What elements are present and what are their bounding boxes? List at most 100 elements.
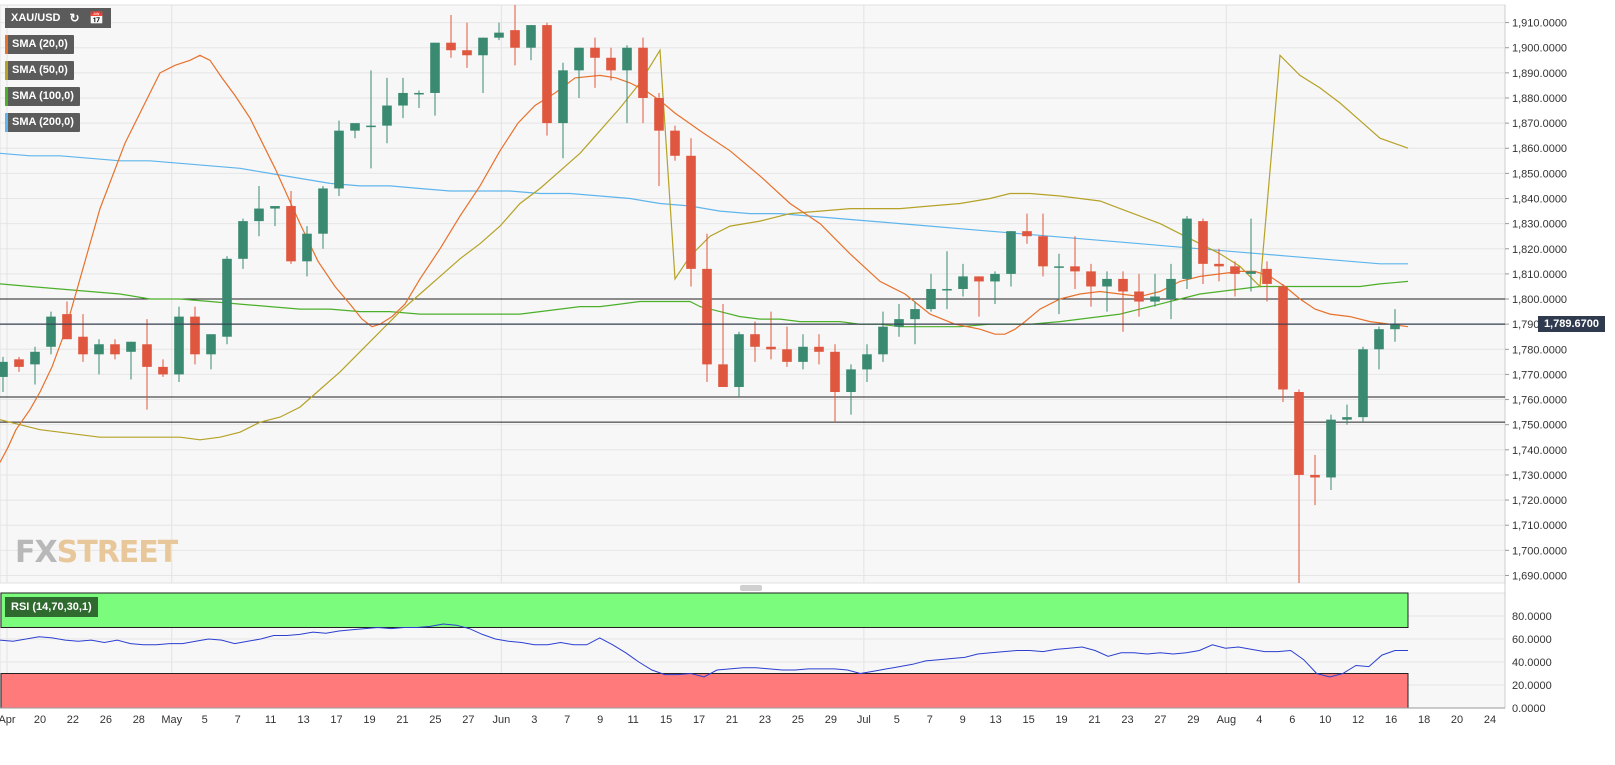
candle-body: [398, 92, 408, 106]
x-tick-label: 9: [597, 714, 603, 726]
current-price-tag: 1,789.6700: [1537, 316, 1605, 333]
main-y-tick-label: 1,900.0000: [1512, 43, 1567, 55]
x-tick-label: 9: [960, 714, 966, 726]
candle-body: [750, 334, 760, 347]
main-y-tick-label: 1,910.0000: [1512, 18, 1567, 30]
candle-body: [686, 155, 696, 269]
legend-sma-100[interactable]: SMA (100,0): [5, 87, 80, 106]
candle-body: [78, 336, 88, 355]
candle-body: [1342, 417, 1352, 420]
refresh-icon[interactable]: ↻: [69, 11, 80, 25]
main-y-tick-label: 1,870.0000: [1512, 118, 1567, 130]
x-tick-label: 15: [660, 714, 672, 726]
x-tick-label: 4: [1256, 714, 1262, 726]
x-tick-label: 19: [1055, 714, 1067, 726]
candle-body: [1086, 271, 1096, 287]
candle-body: [158, 366, 168, 375]
main-y-tick-label: 1,890.0000: [1512, 68, 1567, 80]
candle-body: [30, 351, 40, 365]
candle-body: [574, 47, 584, 71]
legend-sma-20[interactable]: SMA (20,0): [5, 35, 74, 54]
candle-body: [718, 364, 728, 387]
legend-sma-200[interactable]: SMA (200,0): [5, 113, 80, 132]
main-y-tick-label: 1,810.0000: [1512, 269, 1567, 281]
main-y-tick-label: 1,750.0000: [1512, 420, 1567, 432]
main-y-tick-label: 1,820.0000: [1512, 244, 1567, 256]
candle-body: [1102, 278, 1112, 287]
x-tick-label: 23: [759, 714, 771, 726]
candle-body: [734, 334, 744, 387]
legend-sma-20-label: SMA (20,0): [12, 38, 68, 50]
main-y-tick-label: 1,860.0000: [1512, 143, 1567, 155]
candle-body: [638, 47, 648, 98]
legend-sma-50[interactable]: SMA (50,0): [5, 61, 74, 80]
sma-100-line: [0, 280, 1409, 328]
candle-body: [222, 258, 232, 337]
candle-body: [62, 314, 72, 340]
x-tick-label: Jun: [492, 714, 510, 726]
x-tick-label: 7: [927, 714, 933, 726]
x-tick-label: 23: [1121, 714, 1133, 726]
candle-body: [510, 30, 520, 48]
candle-body: [1310, 474, 1320, 478]
x-tick-label: 16: [1385, 714, 1397, 726]
candle-body: [0, 361, 8, 377]
x-tick-label: 27: [1154, 714, 1166, 726]
main-y-tick-label: 1,770.0000: [1512, 369, 1567, 381]
x-tick-label: 25: [792, 714, 804, 726]
x-tick-label: 17: [693, 714, 705, 726]
candle-body: [1070, 266, 1080, 272]
candle-body: [238, 221, 248, 259]
candle-body: [494, 32, 504, 38]
candle-body: [958, 276, 968, 289]
x-tick-label: 7: [564, 714, 570, 726]
candle-body: [382, 105, 392, 126]
rsi-y-tick-label: 0.0000: [1512, 703, 1546, 715]
candle-body: [974, 276, 984, 282]
candle-body: [446, 42, 456, 51]
candle-body: [1230, 266, 1240, 274]
candle-body: [1390, 324, 1400, 330]
x-tick-label: 28: [133, 714, 145, 726]
main-y-tick-label: 1,690.0000: [1512, 570, 1567, 582]
candle-body: [830, 351, 840, 393]
rsi-legend[interactable]: RSI (14,70,30,1): [5, 597, 98, 617]
x-tick-label: Apr: [0, 714, 16, 726]
x-tick-label: 21: [726, 714, 738, 726]
x-tick-label: 10: [1319, 714, 1331, 726]
x-tick-label: 20: [1451, 714, 1463, 726]
candle-body: [206, 334, 216, 355]
legend-sma-50-label: SMA (50,0): [12, 64, 68, 76]
candle-body: [1358, 349, 1368, 418]
main-y-tick-label: 1,710.0000: [1512, 520, 1567, 532]
main-y-tick-label: 1,850.0000: [1512, 168, 1567, 180]
main-y-tick-label: 1,740.0000: [1512, 445, 1567, 457]
candle-body: [606, 57, 616, 71]
x-tick-label: 18: [1418, 714, 1430, 726]
x-tick-label: 11: [265, 714, 276, 726]
main-y-tick-label: 1,880.0000: [1512, 93, 1567, 105]
candle-body: [862, 354, 872, 370]
candle-body: [1294, 392, 1304, 475]
candle-body: [1118, 278, 1128, 292]
candle-body: [1326, 419, 1336, 478]
x-tick-label: 11: [627, 714, 638, 726]
x-tick-label: Aug: [1217, 714, 1237, 726]
rsi-line: [0, 623, 1408, 678]
rsi-oversold-band: [0, 673, 1409, 709]
x-tick-label: 21: [1088, 714, 1100, 726]
candle-body: [14, 359, 24, 367]
pane-splitter-handle[interactable]: [740, 585, 762, 591]
candle-body: [1150, 296, 1160, 302]
calendar-icon[interactable]: 📅: [89, 11, 104, 25]
x-tick-label: 13: [297, 714, 309, 726]
candle-body: [286, 206, 296, 262]
candle-body: [1246, 271, 1256, 274]
main-plot-area: [0, 4, 1506, 584]
main-y-tick-label: 1,700.0000: [1512, 545, 1567, 557]
x-tick-label: 15: [1022, 714, 1034, 726]
legend-sma-100-label: SMA (100,0): [12, 90, 74, 102]
candle-body: [942, 288, 952, 291]
